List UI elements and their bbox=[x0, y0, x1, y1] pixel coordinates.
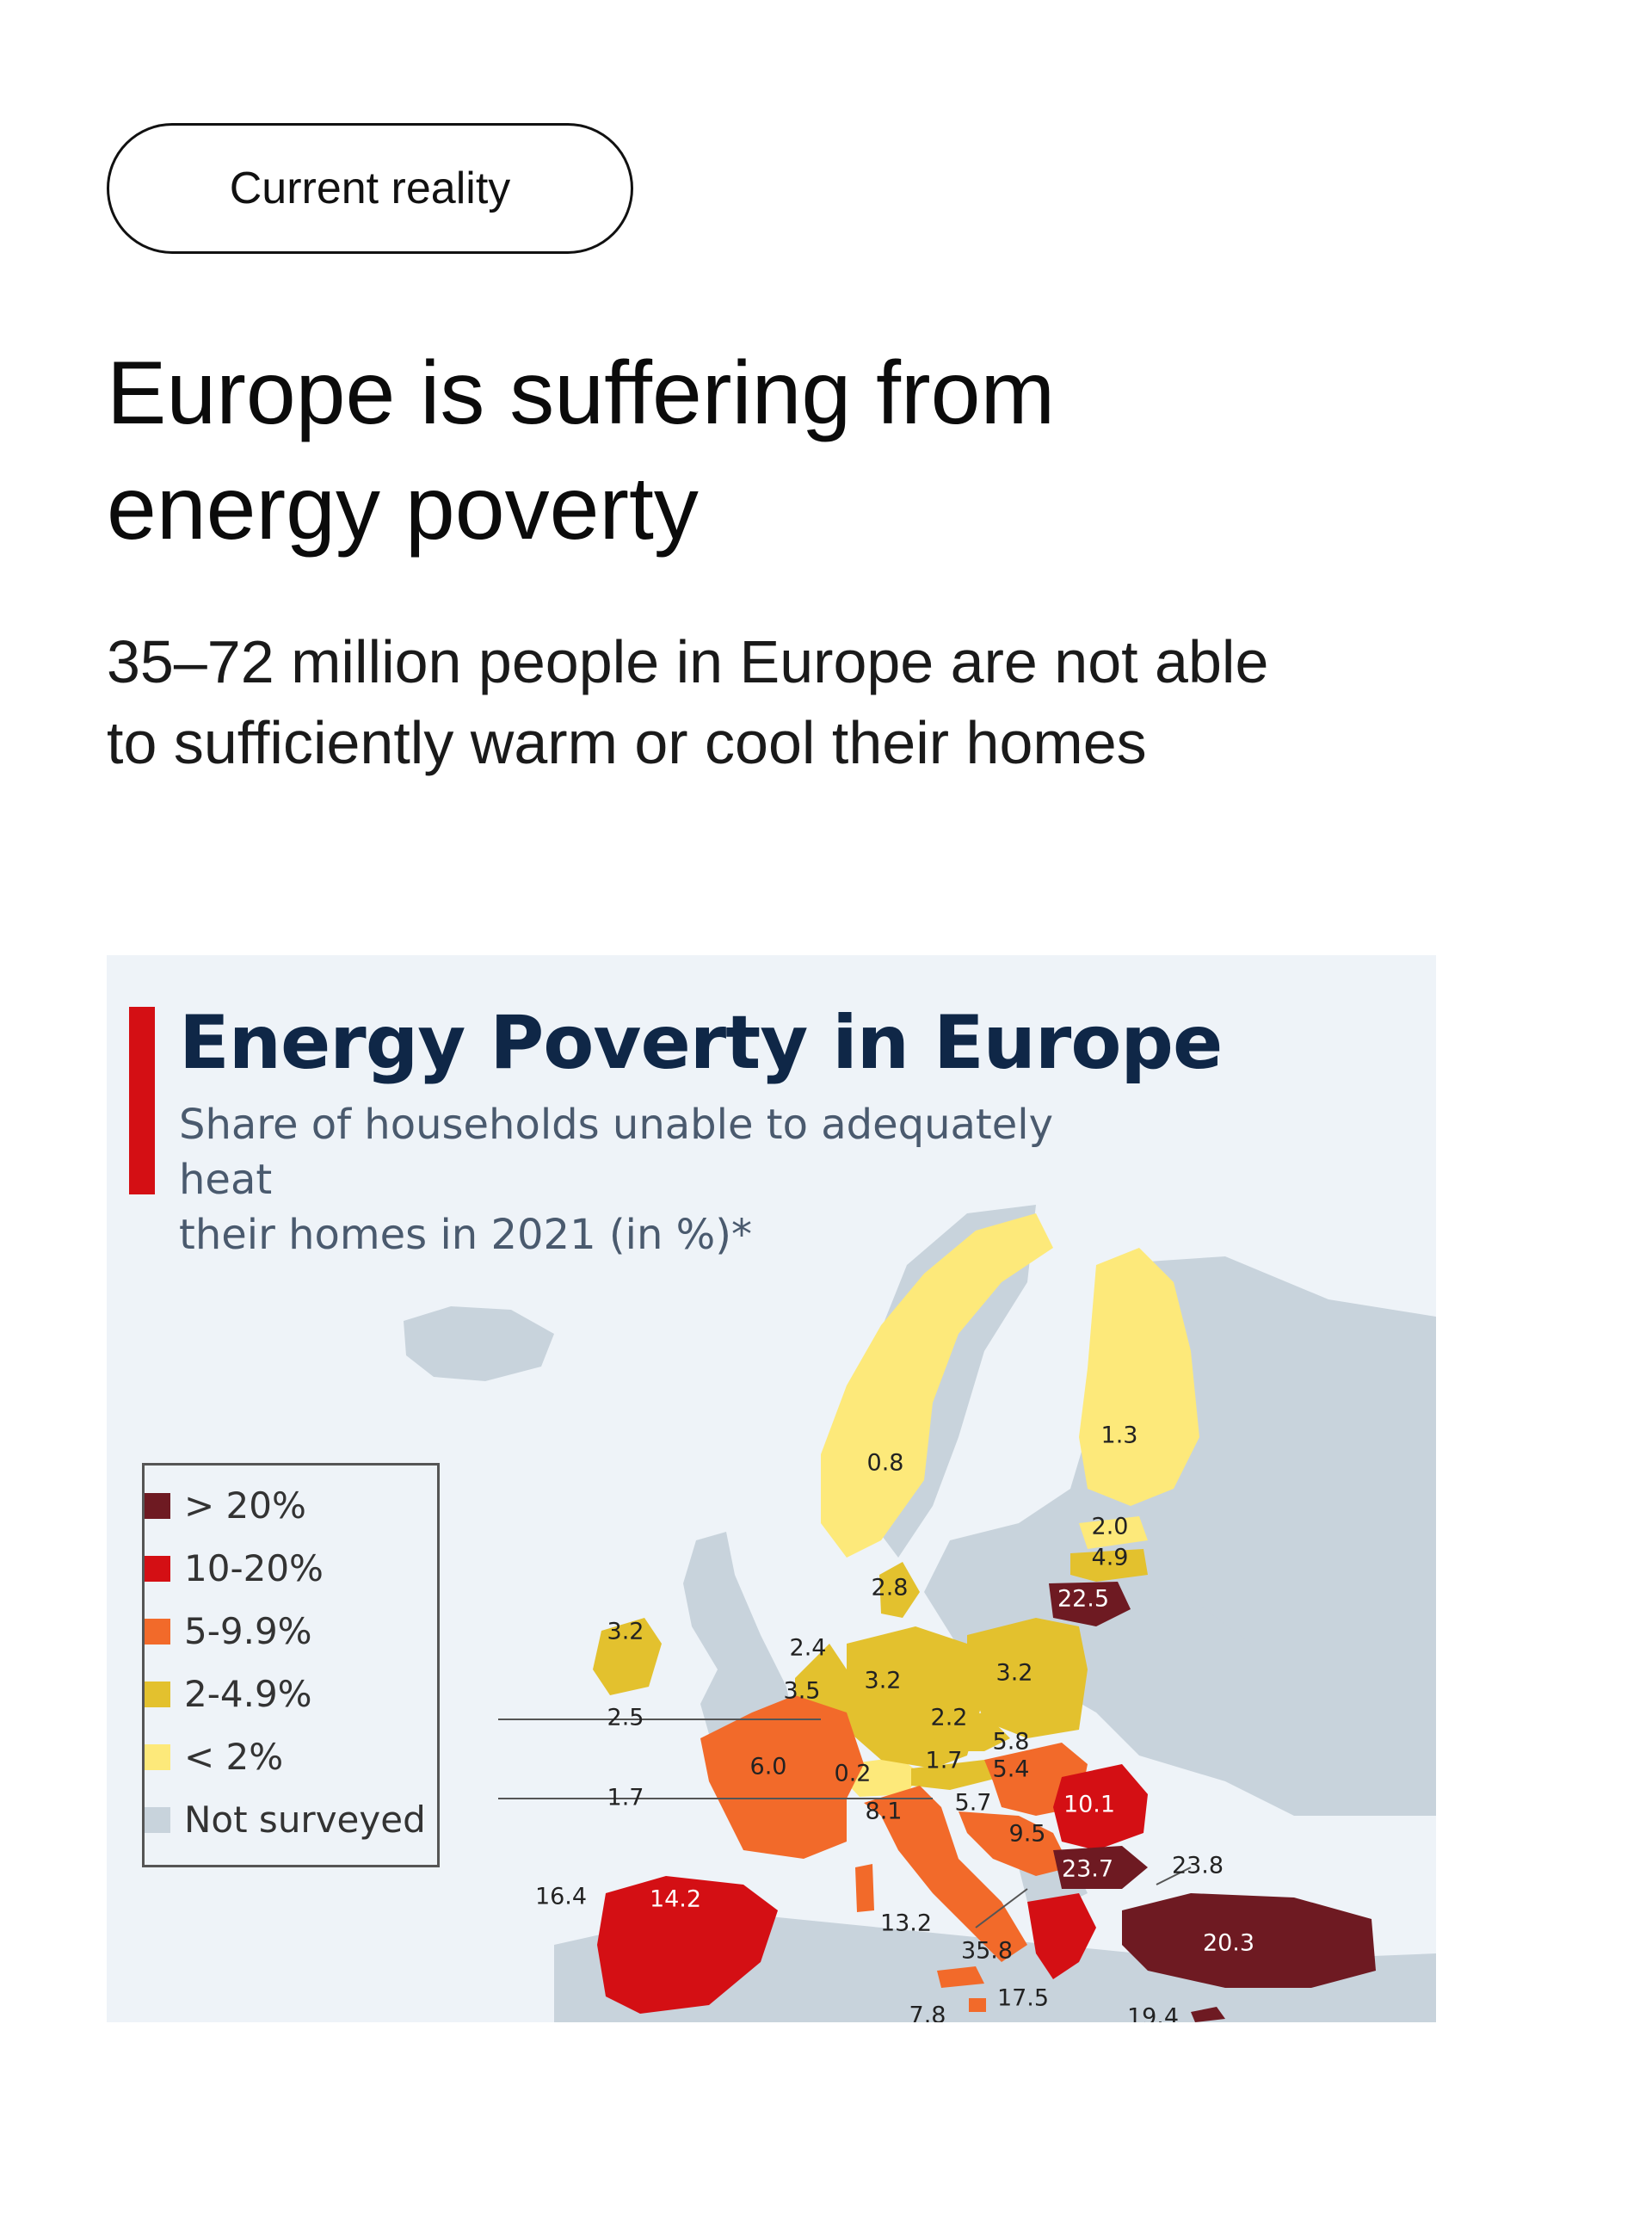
legend-label: 10-20% bbox=[184, 1547, 324, 1589]
region-finland bbox=[1079, 1248, 1199, 1506]
legend-item-not-surveyed: Not surveyed bbox=[145, 1799, 426, 1841]
region-croatia-serbia bbox=[959, 1811, 1070, 1876]
map-legend: > 20% 10-20% 5-9.9% 2-4.9% < 2% Not surv… bbox=[142, 1463, 440, 1867]
region-romania bbox=[1053, 1764, 1148, 1850]
region-benelux bbox=[795, 1644, 847, 1717]
region-greece bbox=[1027, 1893, 1096, 1979]
map-svg bbox=[404, 1205, 1436, 2022]
region-ireland bbox=[593, 1618, 662, 1695]
value-label-spain: 14.2 bbox=[649, 1885, 702, 1913]
region-lithuania bbox=[1049, 1582, 1131, 1626]
map-title: Energy Poverty in Europe bbox=[179, 1000, 1223, 1086]
legend-item-2-5: 2-4.9% bbox=[145, 1673, 312, 1715]
energy-poverty-map: Energy Poverty in Europe Share of househ… bbox=[107, 955, 1436, 2022]
value-label-italy: 13.2 bbox=[879, 1910, 933, 1937]
legend-label: Not surveyed bbox=[184, 1799, 426, 1841]
value-label-denmark: 2.8 bbox=[871, 1574, 909, 1601]
value-label-north-macedonia: 23.8 bbox=[1171, 1852, 1224, 1879]
region-bulgaria bbox=[1053, 1846, 1148, 1889]
value-label-germany: 3.2 bbox=[864, 1667, 902, 1694]
map-subtitle-line-1: Share of households unable to adequately… bbox=[179, 1101, 1054, 1204]
legend-swatch bbox=[145, 1555, 170, 1582]
region-cyprus bbox=[1191, 2007, 1225, 2022]
value-label-portugal: 16.4 bbox=[534, 1883, 588, 1910]
land-ukraine bbox=[1070, 1575, 1260, 1747]
value-label-belgium: 3.5 bbox=[783, 1677, 821, 1705]
land-britain bbox=[683, 1532, 795, 1743]
legend-item-over-20: > 20% bbox=[145, 1484, 306, 1527]
region-czechia bbox=[933, 1712, 1010, 1751]
leader-north-macedonia bbox=[1156, 1867, 1192, 1885]
region-france bbox=[700, 1695, 864, 1859]
land-iceland bbox=[404, 1306, 554, 1381]
leader-italy bbox=[975, 1888, 1028, 1928]
title-accent-bar bbox=[129, 1007, 155, 1194]
legend-label: 5-9.9% bbox=[184, 1610, 312, 1652]
region-estonia bbox=[1079, 1516, 1148, 1549]
value-label-austria: 1.7 bbox=[925, 1747, 963, 1774]
value-label-norway: 0.8 bbox=[866, 1449, 904, 1477]
region-norway bbox=[821, 1213, 1053, 1558]
value-label-luxembourg: 2.5 bbox=[607, 1704, 644, 1731]
section-tag[interactable]: Current reality bbox=[107, 123, 633, 254]
value-label-cyprus: 19.4 bbox=[1126, 2003, 1180, 2023]
legend-item-5-10: 5-9.9% bbox=[145, 1610, 312, 1652]
subtitle-line-1: 35–72 million people in Europe are not a… bbox=[107, 628, 1269, 695]
legend-label: > 20% bbox=[184, 1484, 306, 1527]
region-latvia bbox=[1070, 1549, 1148, 1582]
value-label-finland: 1.3 bbox=[1100, 1422, 1138, 1449]
page-title: Europe is suffering from energy poverty bbox=[107, 336, 1483, 566]
value-label-switzerland: 0.2 bbox=[834, 1760, 872, 1787]
legend-swatch bbox=[145, 1806, 170, 1833]
value-label-netherlands: 2.4 bbox=[789, 1634, 827, 1662]
page-subtitle: 35–72 million people in Europe are not a… bbox=[107, 621, 1587, 783]
value-label-france: 6.0 bbox=[749, 1753, 787, 1780]
legend-swatch bbox=[145, 1618, 170, 1645]
region-sardinia bbox=[855, 1864, 874, 1912]
title-line-1: Europe is suffering from bbox=[107, 343, 1056, 443]
map-subtitle-line-2: their homes in 2021 (in %)* bbox=[179, 1211, 752, 1259]
legend-item-under-2: < 2% bbox=[145, 1736, 283, 1778]
region-sicily bbox=[937, 1966, 984, 1988]
region-iberia bbox=[597, 1876, 778, 2014]
region-austria bbox=[911, 1760, 1002, 1790]
legend-swatch bbox=[145, 1743, 170, 1770]
region-italy bbox=[864, 1786, 1027, 1962]
value-label-serbia: 9.5 bbox=[1008, 1820, 1046, 1848]
land-africa bbox=[554, 1910, 1436, 2022]
value-label-turkey: 20.3 bbox=[1202, 1929, 1255, 1957]
region-switzerland bbox=[845, 1757, 920, 1797]
value-label-latvia: 4.9 bbox=[1091, 1544, 1129, 1571]
region-poland bbox=[967, 1618, 1088, 1738]
value-label-bulgaria: 23.7 bbox=[1061, 1855, 1114, 1883]
value-label-lithuania: 22.5 bbox=[1057, 1585, 1110, 1613]
legend-swatch bbox=[145, 1681, 170, 1707]
value-label-estonia: 2.0 bbox=[1091, 1513, 1129, 1540]
value-label-slovakia: 5.8 bbox=[992, 1728, 1030, 1756]
value-label-croatia: 5.7 bbox=[954, 1789, 992, 1817]
value-label-slovenia: 8.1 bbox=[865, 1798, 903, 1825]
legend-label: < 2% bbox=[184, 1736, 284, 1778]
value-label-liechtenstein: 1.7 bbox=[607, 1784, 644, 1811]
value-label-hungary: 5.4 bbox=[992, 1756, 1030, 1783]
value-label-poland: 3.2 bbox=[996, 1659, 1033, 1687]
region-denmark bbox=[879, 1562, 920, 1618]
region-turkey bbox=[1122, 1893, 1376, 1988]
value-label-ireland: 3.2 bbox=[607, 1618, 644, 1645]
subtitle-line-2: to sufficiently warm or cool their homes bbox=[107, 709, 1147, 776]
value-label-albania: 35.8 bbox=[960, 1937, 1014, 1965]
value-label-greece: 17.5 bbox=[996, 1984, 1050, 2012]
title-line-2: energy poverty bbox=[107, 459, 699, 558]
legend-item-10-20: 10-20% bbox=[145, 1547, 324, 1589]
value-label-czechia: 2.2 bbox=[930, 1704, 968, 1731]
legend-label: 2-4.9% bbox=[184, 1673, 312, 1715]
legend-swatch bbox=[145, 1492, 170, 1519]
region-malta bbox=[969, 1998, 986, 2012]
map-subtitle: Share of households unable to adequately… bbox=[179, 1097, 1125, 1262]
value-label-romania: 10.1 bbox=[1063, 1791, 1116, 1818]
value-label-malta: 7.8 bbox=[909, 2002, 946, 2023]
